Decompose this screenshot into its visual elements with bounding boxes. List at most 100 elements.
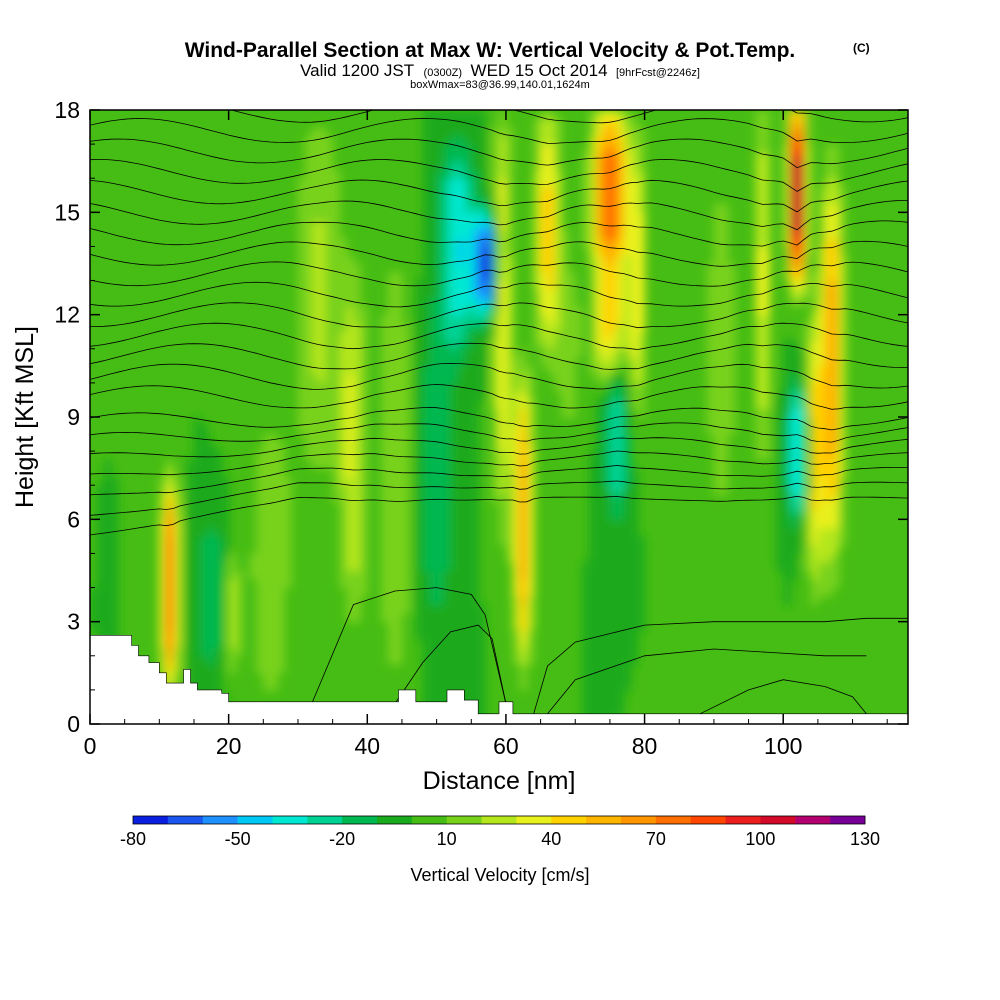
velocity-cell [499, 451, 507, 461]
velocity-cell [492, 297, 500, 307]
velocity-cell [505, 451, 514, 461]
velocity-cell [540, 152, 549, 162]
velocity-cell [790, 340, 798, 350]
velocity-cell [810, 519, 819, 529]
velocity-cell [228, 587, 237, 597]
velocity-cell [395, 561, 403, 572]
velocity-cell [797, 391, 805, 401]
velocity-cell [596, 169, 604, 179]
velocity-cell [471, 417, 479, 427]
velocity-cell [429, 229, 438, 239]
velocity-cell [755, 365, 764, 375]
velocity-cell [824, 203, 833, 213]
velocity-cell [103, 553, 112, 563]
velocity-cell [596, 485, 604, 495]
velocity-cell [464, 544, 472, 555]
velocity-cell [339, 357, 348, 367]
velocity-cell [401, 331, 410, 341]
velocity-cell [817, 331, 826, 341]
velocity-cell [471, 178, 479, 188]
velocity-cell [464, 638, 472, 648]
velocity-cell [332, 442, 341, 452]
velocity-cell [221, 527, 230, 537]
velocity-cell [609, 220, 618, 230]
velocity-cell [457, 186, 465, 196]
velocity-cell [401, 374, 410, 384]
velocity-cell [616, 451, 625, 461]
velocity-cell [602, 561, 611, 572]
velocity-cell [429, 527, 438, 537]
velocity-cell [533, 118, 542, 128]
velocity-cell [783, 203, 791, 213]
velocity-cell [346, 536, 355, 546]
velocity-cell [401, 459, 410, 469]
velocity-cell [388, 553, 396, 563]
velocity-cell [401, 544, 410, 555]
velocity-cell [339, 570, 348, 580]
velocity-cell [422, 237, 431, 248]
colorbar-swatch [272, 816, 308, 824]
velocity-cell [450, 203, 458, 213]
velocity-cell [422, 144, 431, 154]
velocity-cell [609, 706, 618, 717]
velocity-cell [616, 152, 625, 162]
velocity-cell [755, 382, 764, 393]
velocity-cell [810, 596, 819, 606]
velocity-cell [297, 203, 306, 213]
velocity-cell [256, 493, 264, 503]
velocity-cell [464, 672, 472, 682]
velocity-cell [450, 561, 458, 572]
velocity-cell [339, 331, 348, 341]
velocity-cell [339, 527, 348, 537]
velocity-cell [727, 272, 736, 282]
velocity-cell [547, 118, 556, 128]
velocity-cell [561, 391, 569, 401]
velocity-cell [332, 382, 341, 393]
velocity-cell [499, 127, 507, 137]
velocity-cell [519, 382, 528, 393]
velocity-cell [713, 297, 722, 307]
velocity-cell [395, 289, 403, 299]
velocity-cell [540, 237, 549, 248]
velocity-cell [831, 417, 840, 427]
velocity-cell [256, 647, 264, 657]
velocity-cell [547, 314, 556, 324]
velocity-cell [478, 118, 486, 128]
velocity-cell [762, 212, 770, 222]
velocity-cell [616, 647, 625, 657]
velocity-cell [415, 579, 424, 589]
velocity-cell [776, 476, 784, 486]
velocity-cell [471, 519, 479, 529]
velocity-cell [810, 544, 819, 555]
velocity-cell [200, 647, 209, 657]
velocity-cell [727, 382, 736, 393]
x-tick-label: 80 [632, 733, 658, 759]
velocity-cell [422, 510, 431, 520]
velocity-cell [824, 246, 833, 256]
velocity-cell [623, 587, 632, 597]
velocity-cell [616, 195, 625, 205]
velocity-cell [554, 246, 562, 256]
velocity-cell [443, 203, 452, 213]
velocity-cell [596, 655, 604, 665]
velocity-cell [325, 220, 334, 230]
velocity-cell [443, 152, 452, 162]
velocity-cell [388, 613, 396, 623]
velocity-cell [824, 510, 833, 520]
velocity-cell [492, 493, 500, 503]
velocity-cell [602, 408, 611, 418]
velocity-cell [207, 604, 216, 614]
velocity-cell [103, 510, 112, 520]
velocity-cell [429, 246, 438, 256]
velocity-cell [325, 195, 334, 205]
velocity-cell [831, 297, 840, 307]
velocity-cell [103, 621, 112, 631]
velocity-cell [838, 459, 847, 469]
velocity-cell [318, 434, 327, 444]
velocity-cell [589, 459, 597, 469]
velocity-cell [471, 212, 479, 222]
velocity-cell [824, 331, 833, 341]
velocity-cell [810, 502, 819, 512]
velocity-cell [395, 579, 403, 589]
velocity-cell [304, 365, 313, 375]
